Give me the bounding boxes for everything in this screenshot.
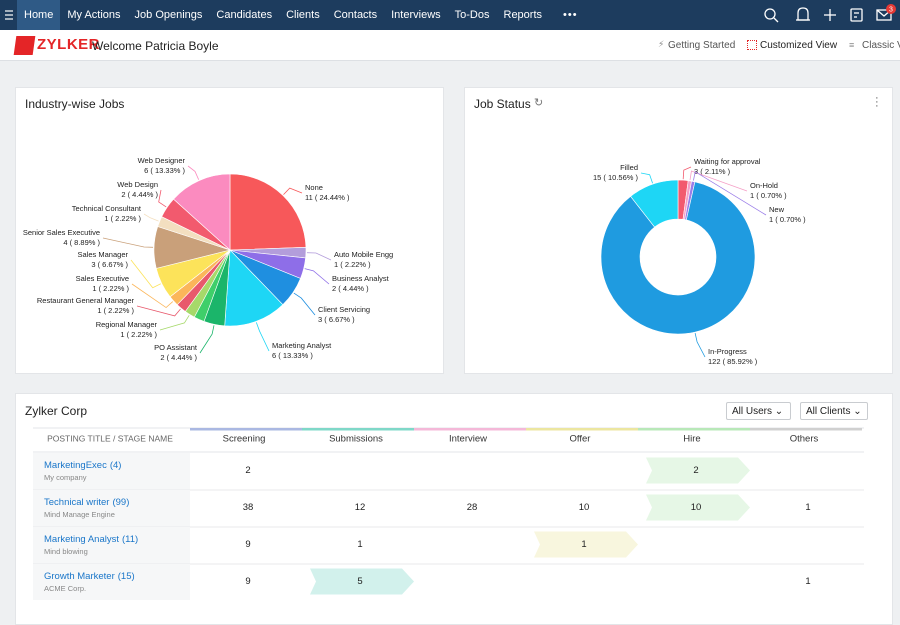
badge — [886, 4, 896, 14]
nav-items: Home My Actions Job Openings Candidates Clie… — [17, 0, 549, 30]
logo-mark — [13, 36, 36, 55]
filter-label: All Clients — [806, 406, 851, 417]
icon — [747, 40, 757, 50]
welcome-text: Welcome Patricia Boyle — [92, 39, 219, 53]
logo[interactable]: ZYLKER — [37, 36, 100, 53]
notification-icon[interactable] — [796, 7, 810, 21]
header-link[interactable]: Customized View — [760, 40, 838, 51]
nav-item[interactable]: Home — [17, 0, 61, 30]
search-icon[interactable] — [764, 8, 779, 23]
panel-title: Job Status — [474, 97, 531, 111]
nav-icons: 3 — [764, 4, 896, 23]
nav-item[interactable]: Contacts — [333, 9, 378, 21]
filter-label: All Users — [732, 406, 773, 417]
nav-item[interactable]: To-Dos — [454, 9, 490, 21]
header-bar: ZYLKER Welcome Patricia Boyle ⚡ Getting … — [0, 30, 900, 61]
nav-item[interactable]: Candidates — [216, 9, 273, 21]
filter-dropdown[interactable]: All Users ⌄ — [726, 402, 791, 420]
icon: ⚡ — [658, 39, 665, 49]
nav-item[interactable]: Job Openings — [134, 9, 203, 21]
header-link[interactable]: Classic V — [862, 40, 900, 51]
industry-panel: Industry-wise Jobs — [15, 87, 444, 374]
nav-item[interactable]: My Actions — [67, 9, 121, 21]
panel-title: Zylker Corp — [25, 404, 88, 418]
nav-item[interactable]: Clients — [286, 9, 320, 21]
nav-item[interactable]: Reports — [503, 9, 543, 21]
badge-count: 3 — [889, 6, 893, 13]
status-panel: Job Status ↻ · · · — [464, 87, 893, 374]
icon: ≡ — [849, 40, 855, 50]
refresh-icon[interactable]: ↻ — [534, 97, 544, 109]
filter-dropdown[interactable]: All Clients ⌄ — [800, 402, 868, 420]
menu-icon[interactable]: · · · — [875, 92, 879, 112]
table-panel: Zylker Corp All Users ⌄ All Clients ⌄ — [15, 393, 893, 625]
header-link[interactable]: Getting Started — [668, 40, 736, 51]
calendar-icon[interactable] — [850, 8, 863, 22]
panel-title: Industry-wise Jobs — [25, 97, 125, 111]
top-nav: Home My Actions Job Openings Candidates Clie… — [0, 0, 900, 30]
nav-more[interactable]: ••• — [563, 9, 578, 21]
menu-icon[interactable] — [0, 0, 17, 30]
nav-item[interactable]: Interviews — [391, 9, 441, 21]
add-icon[interactable] — [824, 9, 836, 21]
